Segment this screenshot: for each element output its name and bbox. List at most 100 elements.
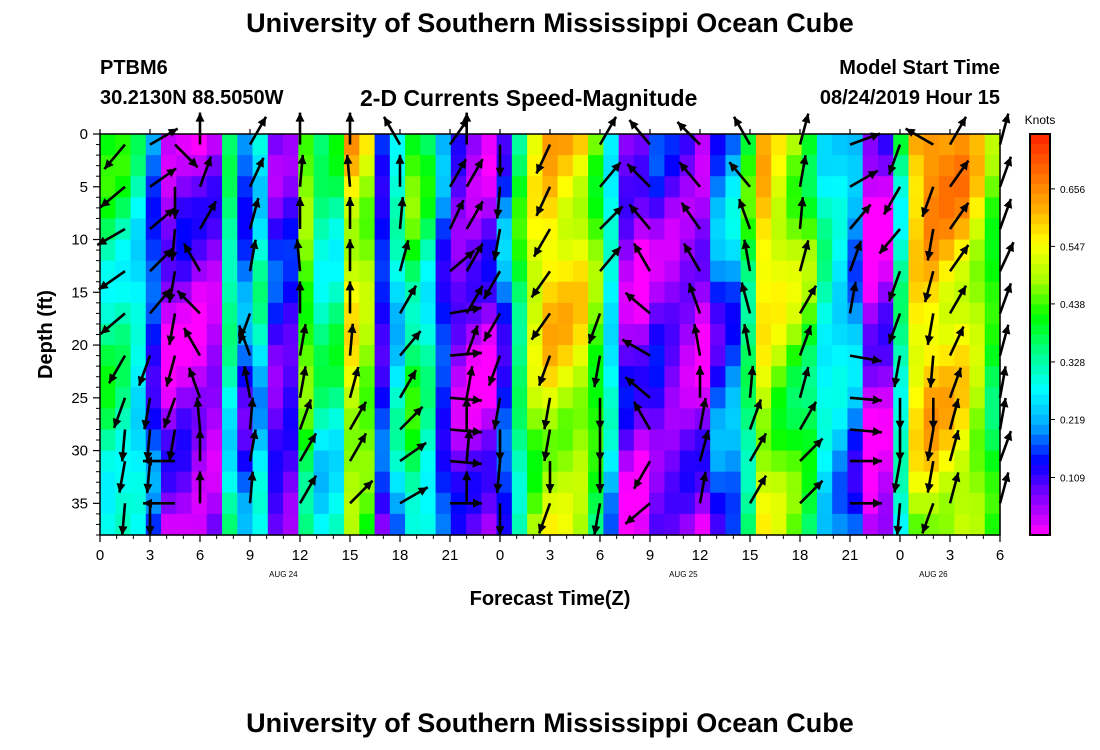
arrow-head (891, 377, 901, 388)
current-arrow (103, 143, 126, 170)
heatmap-cell (466, 513, 482, 536)
heatmap-cell (359, 218, 376, 241)
heatmap-cell (710, 450, 727, 473)
current-arrow (247, 397, 257, 430)
heatmap-cell (725, 366, 742, 388)
heatmap-cell (313, 218, 330, 241)
heatmap-cell (283, 366, 299, 388)
heatmap-cell (511, 513, 528, 536)
arrow-head (143, 498, 152, 508)
heatmap-cell (725, 345, 742, 367)
heatmap-cell (359, 366, 376, 388)
heatmap-cell (679, 345, 696, 367)
heatmap-cell (252, 471, 269, 494)
heatmap-cell (969, 302, 986, 325)
heatmap-cell (100, 492, 116, 515)
heatmap-cell (664, 197, 681, 220)
heatmap-cell (862, 260, 879, 283)
heatmap-cell (984, 323, 1001, 346)
current-arrow (397, 196, 407, 230)
heatmap-cell (359, 197, 376, 220)
current-arrow (748, 432, 768, 462)
heatmap-cell (359, 134, 376, 156)
x-tick-label: 3 (546, 547, 554, 564)
y-tick-label: 15 (71, 284, 88, 301)
heatmap-cell (100, 239, 116, 262)
heatmap-cell (511, 345, 528, 367)
heatmap-cell (328, 387, 345, 409)
heatmap-cell (496, 281, 513, 304)
heatmap-cell (877, 134, 894, 156)
arrow-head (241, 366, 251, 376)
heatmap-cell (328, 471, 345, 494)
heatmap-cell (191, 281, 208, 304)
heatmap-cell (557, 155, 574, 177)
heatmap-cell (816, 302, 833, 325)
arrow-head (345, 197, 355, 206)
arrow-head (207, 201, 216, 212)
arrow-head (1003, 198, 1013, 209)
heatmap-cell (710, 176, 727, 198)
heatmap-cell (649, 408, 665, 431)
heatmap-cell (877, 366, 894, 388)
arrow-head (853, 241, 863, 252)
colorbar-swatch (1030, 454, 1050, 466)
heatmap-cell (588, 387, 604, 409)
heatmap-cell (588, 260, 604, 283)
heatmap-cell (801, 450, 818, 473)
heatmap-cell (206, 218, 223, 241)
heatmap-cell (267, 323, 284, 346)
heatmap-cell (405, 134, 421, 156)
heatmap-cell (908, 323, 925, 346)
current-arrow (348, 432, 368, 462)
x-tick-label: 15 (742, 547, 759, 564)
heatmap-cell (435, 513, 452, 536)
heatmap-cell (588, 408, 604, 431)
heatmap-cell (328, 429, 345, 452)
arrow-head (237, 325, 247, 336)
heatmap-cell (130, 408, 147, 431)
heatmap-cell (877, 218, 894, 241)
heatmap-cell (649, 513, 665, 536)
arrow-head (168, 251, 178, 261)
heatmap-cell (740, 387, 757, 409)
heatmap-cell (313, 387, 330, 409)
heatmap-cell (176, 387, 193, 409)
heatmap-cell (313, 450, 330, 473)
heatmap-cell (435, 429, 452, 452)
heatmap-cell (755, 281, 772, 304)
heatmap-cell (283, 408, 299, 431)
current-arrow (99, 312, 126, 335)
current-arrow (295, 112, 305, 145)
heatmap-cell (298, 260, 315, 283)
arrow-head (188, 157, 198, 168)
heatmap-cell (725, 408, 742, 431)
heatmap-cell (206, 323, 223, 346)
current-arrow (887, 144, 902, 176)
heatmap-cell (725, 492, 742, 515)
heatmap-cell (633, 345, 650, 367)
heatmap-cell (145, 260, 162, 283)
arrow-head (464, 250, 475, 260)
heatmap-cell (954, 218, 971, 241)
x-tick-label: 21 (442, 547, 459, 564)
heatmap-cell (771, 408, 788, 431)
current-arrow (998, 113, 1011, 145)
arrow-head (411, 331, 421, 341)
heatmap-cell (725, 387, 742, 409)
arrow-head (531, 287, 541, 298)
heatmap-cell (633, 471, 650, 494)
heatmap-cell (938, 366, 955, 388)
heatmap-cell (161, 134, 177, 156)
current-arrow (948, 367, 963, 399)
heatmap-cell (420, 408, 437, 431)
heatmap-cell (374, 450, 391, 473)
heatmap-cell (603, 155, 620, 177)
heatmap-cell (725, 197, 742, 220)
heatmap-cell (725, 450, 742, 473)
arrow-head (413, 406, 423, 417)
heatmap-cell (954, 345, 971, 367)
arrow-head (162, 417, 172, 428)
arrow-head (536, 163, 545, 174)
heatmap-cell (176, 302, 193, 325)
